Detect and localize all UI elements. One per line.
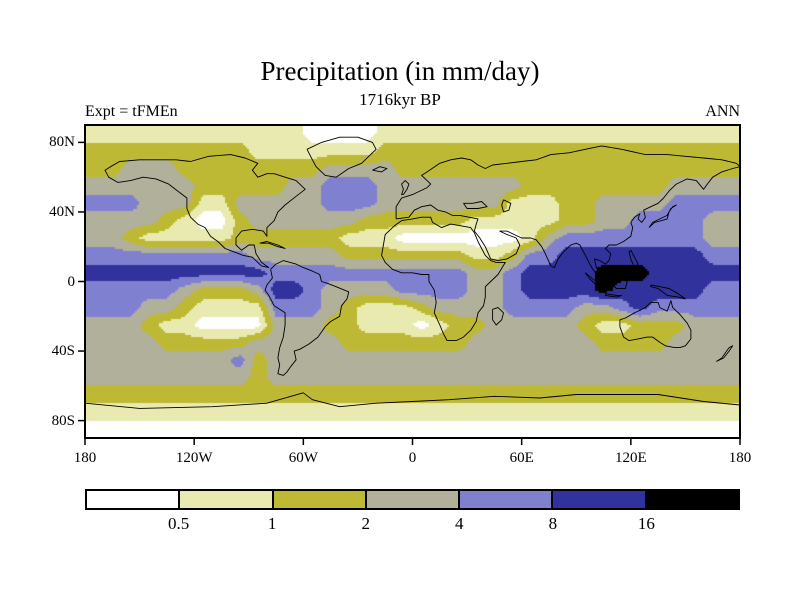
- colorbar: [85, 489, 740, 510]
- lat-tick-label: 40S: [51, 343, 75, 360]
- lon-tick-label: 60E: [509, 450, 534, 466]
- lon-tick-label: 180: [73, 450, 97, 466]
- chart-title: Precipitation (in mm/day): [260, 56, 540, 86]
- lon-tick-label: 120W: [175, 450, 213, 466]
- colorbar-segment->16: [646, 491, 738, 508]
- colorbar-boundary-label: 2: [361, 514, 370, 533]
- colorbar-segment-4-8: [460, 491, 554, 508]
- colorbar-segment-8-16: [553, 491, 647, 508]
- colorbar-segment-2-4: [366, 491, 461, 508]
- lon-tick-label: 60W: [288, 450, 318, 466]
- colorbar-segment-1-2: [273, 491, 367, 508]
- colorbar-boundary-label: 1: [267, 514, 277, 533]
- colorbar-boundary-label: 8: [548, 514, 558, 533]
- lon-tick-label: 120E: [614, 450, 647, 466]
- lon-tick-label: 180: [728, 450, 752, 466]
- colorbar-segment-0.5-1: [180, 491, 274, 508]
- lat-tick-label: 0: [67, 273, 76, 290]
- experiment-label: Expt = tFMEn: [85, 103, 178, 120]
- colorbar-boundary-label: 4: [455, 514, 464, 533]
- colorbar-segment-<0.5: [87, 491, 181, 508]
- lat-tick-label: 40N: [49, 203, 75, 220]
- lat-tick-label: 80S: [51, 412, 75, 429]
- season-label: ANN: [705, 103, 740, 120]
- lon-tick-label: 0: [408, 450, 417, 466]
- lat-tick-label: 80N: [49, 134, 75, 151]
- chart-subtitle: 1716kyr BP: [359, 90, 441, 109]
- colorbar-boundary-label: 0.5: [167, 514, 190, 533]
- colorbar-boundary-label: 16: [637, 514, 655, 533]
- precipitation-field: [85, 125, 740, 438]
